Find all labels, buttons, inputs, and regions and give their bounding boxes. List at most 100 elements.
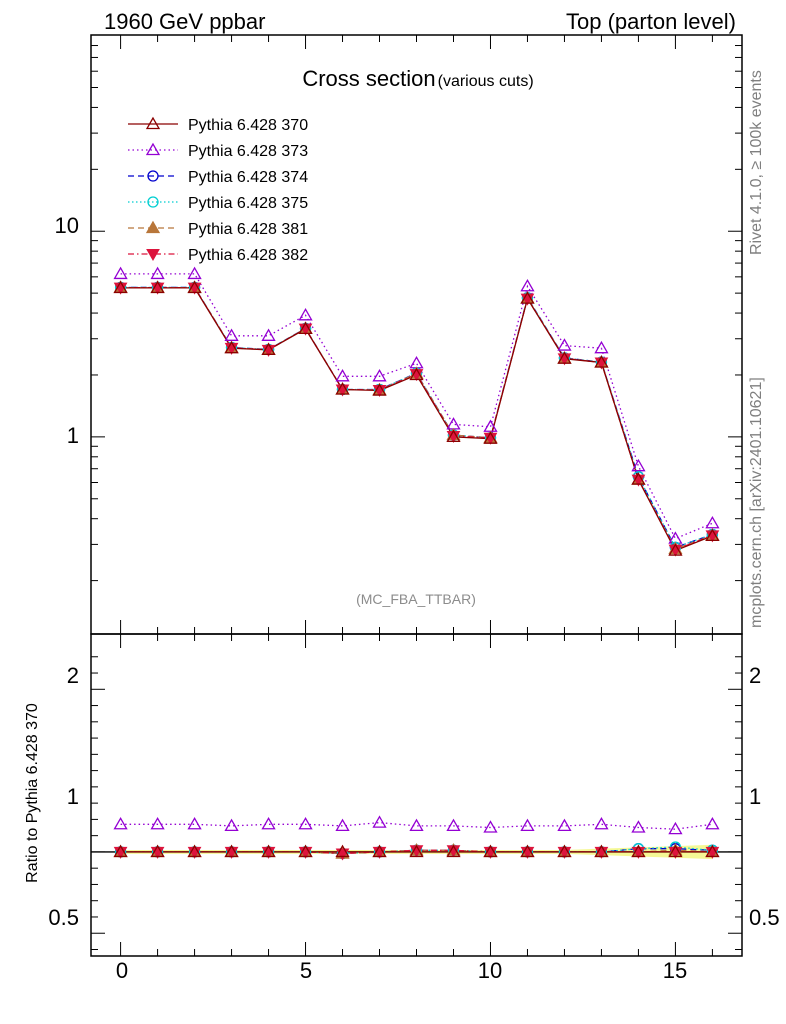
ratio-point-370-10 (483, 844, 498, 858)
legend-label-375: Pythia 6.428 375 (188, 195, 308, 212)
point-370-5 (298, 321, 313, 335)
ratio-point-370-4 (261, 844, 276, 858)
ratio-point-373-10 (483, 820, 498, 833)
point-370-15 (668, 543, 683, 556)
point-370-14 (631, 472, 646, 485)
point-373-3 (224, 328, 239, 341)
chart-title-group: Cross section (various cuts) (302, 66, 533, 91)
point-373-13 (594, 340, 609, 354)
ratio-point-373-5 (298, 816, 313, 830)
x-tick-labels: 0 5 10 15 (116, 958, 687, 983)
legend-label-373: Pythia 6.428 373 (188, 143, 308, 160)
ratio-tick-label-1-left: 1 (67, 784, 79, 809)
point-370-2 (187, 280, 202, 294)
point-373-12 (557, 338, 572, 351)
point-370-11 (520, 291, 535, 304)
ratio-tick-label-2-left: 2 (67, 663, 79, 688)
x-tick-label-15: 15 (663, 958, 687, 983)
ratio-point-370-13 (594, 844, 609, 858)
ratio-point-370-12 (557, 844, 572, 858)
ratio-point-370-2 (187, 844, 202, 858)
point-370-16 (705, 528, 720, 542)
legend-marker-373 (145, 142, 161, 156)
point-373-6 (335, 369, 350, 382)
ratio-tick-label-0.5-right: 0.5 (749, 905, 780, 930)
point-370-0 (113, 280, 128, 294)
analysis-label: (MC_FBA_TTBAR) (356, 591, 476, 607)
point-373-14 (631, 458, 646, 472)
y-tick-label-10: 10 (55, 213, 79, 238)
legend-marker-374 (147, 170, 159, 182)
ratio-point-370-8 (409, 844, 424, 858)
ratio-point-370-15 (668, 844, 683, 858)
ratio-tick-labels: 0.5 1 2 0.5 1 2 (48, 663, 779, 930)
ratio-point-373-0 (113, 816, 128, 830)
ratio-tick-label-0.5-left: 0.5 (48, 905, 79, 930)
ratio-tick-label-2-right: 2 (749, 663, 761, 688)
point-370-10 (483, 431, 498, 444)
point-370-4 (261, 342, 276, 355)
ratio-point-373-12 (557, 818, 572, 832)
x-tick-label-0: 0 (116, 958, 128, 983)
ratio-point-370-9 (446, 844, 461, 858)
chart-title: Cross section (302, 66, 435, 91)
point-373-1 (150, 266, 165, 280)
ratio-point-370-5 (298, 844, 313, 858)
series-line-382 (120, 286, 713, 551)
legend-marker-370 (145, 116, 161, 130)
legend-label-382: Pythia 6.428 382 (188, 247, 308, 264)
header-process: Top (parton level) (566, 9, 736, 34)
ratio-point-370-11 (520, 844, 535, 858)
point-370-8 (409, 367, 424, 381)
legend-label-381: Pythia 6.428 381 (188, 221, 308, 238)
legend: Pythia 6.428 370 Pythia 6.428 373 Pythia… (188, 117, 308, 264)
legend-marker-382 (146, 249, 160, 262)
rivet-label: Rivet 4.1.0, ≥ 100k events (748, 70, 765, 255)
ratio-point-373-6 (335, 818, 350, 832)
point-373-0 (113, 266, 128, 280)
header-energy: 1960 GeV ppbar (104, 9, 265, 34)
ratio-point-370-7 (372, 844, 387, 858)
series-line-381 (120, 286, 713, 550)
ratio-tick-label-1-right: 1 (749, 784, 761, 809)
ratio-point-370-6 (335, 844, 350, 858)
point-373-7 (372, 369, 387, 382)
point-373-8 (409, 355, 424, 369)
ratio-point-373-3 (224, 818, 239, 832)
series-line-373 (120, 273, 713, 540)
ratio-point-370-0 (113, 844, 128, 858)
x-tick-label-10: 10 (478, 958, 502, 983)
point-370-7 (372, 383, 387, 396)
mcplots-label: mcplots.cern.ch [arXiv:2401.10621] (748, 377, 765, 628)
legend-marker-381 (145, 220, 161, 234)
point-373-11 (520, 278, 535, 292)
ratio-plot-frame (90, 633, 743, 957)
point-370-12 (557, 351, 572, 364)
point-370-1 (150, 280, 165, 294)
chart-subtitle: (various cuts) (438, 73, 534, 90)
point-370-9 (446, 429, 461, 443)
x-tick-label-5: 5 (300, 958, 312, 983)
point-373-4 (261, 328, 276, 341)
point-370-6 (335, 382, 350, 395)
ratio-point-373-4 (261, 816, 276, 830)
legend-label-374: Pythia 6.428 374 (188, 169, 308, 186)
point-373-16 (705, 515, 720, 529)
legend-label-370: Pythia 6.428 370 (188, 117, 308, 134)
point-370-13 (594, 355, 609, 368)
ratio-point-373-9 (446, 818, 461, 832)
ratio-point-373-15 (668, 821, 683, 835)
ratio-point-373-13 (594, 816, 609, 830)
legend-marker-375 (147, 196, 159, 208)
y-tick-labels: 1 10 (55, 213, 79, 448)
ratio-point-370-1 (150, 844, 165, 858)
point-373-2 (187, 266, 202, 280)
point-370-3 (224, 340, 239, 354)
ratio-point-373-7 (372, 815, 387, 828)
ratio-ylabel: Ratio to Pythia 6.428 370 (24, 703, 41, 883)
ratio-point-373-8 (409, 818, 424, 832)
ratio-point-370-3 (224, 844, 239, 858)
point-373-5 (298, 308, 313, 321)
ratio-point-373-14 (631, 820, 646, 833)
